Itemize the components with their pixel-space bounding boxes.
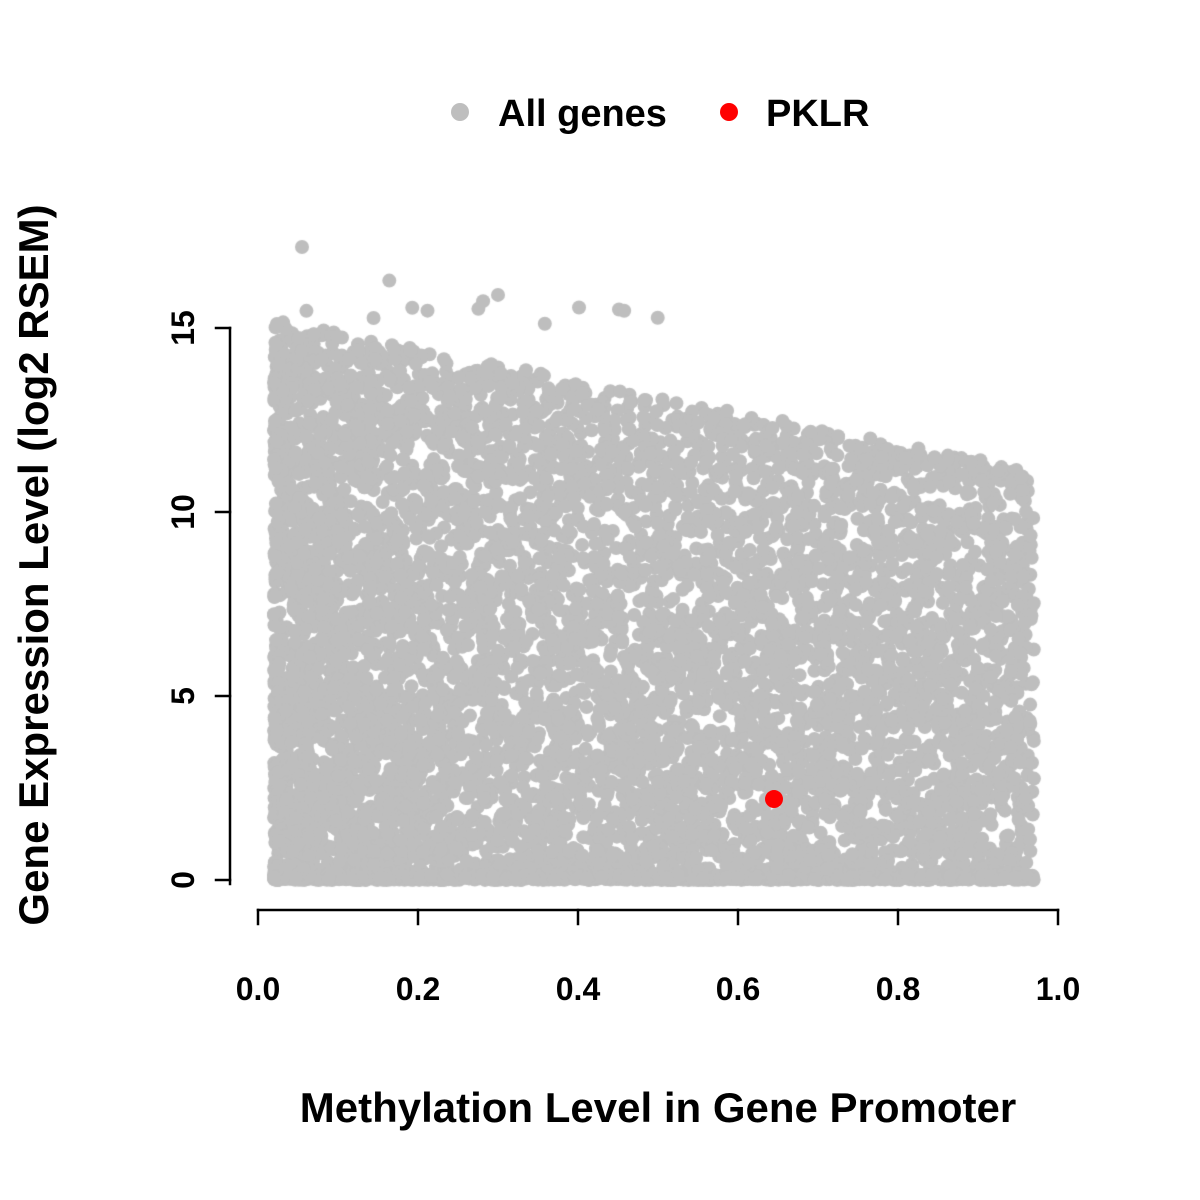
x-axis-title: Methylation Level in Gene Promoter	[300, 1084, 1016, 1131]
y-axis-title: Gene Expression Level (log2 RSEM)	[10, 204, 57, 925]
x-axis-ticks: 0.0 0.2 0.4 0.6 0.8 1.0	[236, 908, 1080, 1007]
y-tick-label: 0	[165, 871, 201, 889]
x-tick-label: 0.0	[236, 971, 280, 1007]
x-tick-label: 0.6	[716, 971, 760, 1007]
all-genes-legend-dot-icon	[451, 103, 469, 121]
y-tick-label: 10	[165, 494, 201, 530]
y-tick-label: 15	[165, 310, 201, 346]
legend-label-pklr: PKLR	[766, 93, 869, 135]
x-axis: 0.0 0.2 0.4 0.6 0.8 1.0	[236, 908, 1080, 1007]
legend: All genes PKLR	[451, 93, 869, 135]
pklr-legend-dot-icon	[720, 103, 738, 121]
pklr-point	[765, 790, 783, 809]
y-axis: 0 5 10 15	[165, 310, 232, 889]
y-tick-label: 5	[165, 687, 201, 705]
y-axis-ticks: 0 5 10 15	[165, 310, 232, 889]
x-tick-label: 0.4	[556, 971, 601, 1007]
x-tick-label: 1.0	[1036, 971, 1080, 1007]
x-tick-label: 0.8	[876, 971, 920, 1007]
legend-label-all-genes: All genes	[498, 93, 667, 135]
x-tick-label: 0.2	[396, 971, 440, 1007]
